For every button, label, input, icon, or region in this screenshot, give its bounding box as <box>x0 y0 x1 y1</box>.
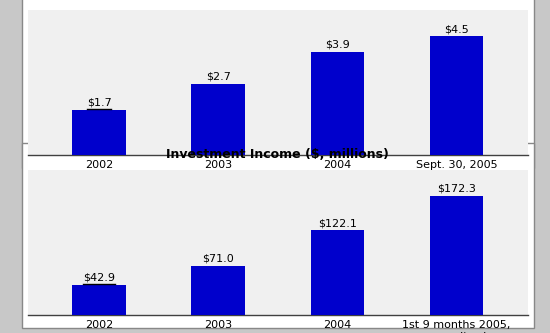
Bar <box>72 285 126 315</box>
Text: $1.7: $1.7 <box>87 98 111 108</box>
Bar <box>311 230 364 315</box>
Text: $42.9: $42.9 <box>83 273 115 283</box>
Text: Cash and Invested Assets ($, billions): Cash and Invested Assets ($, billions) <box>146 0 410 1</box>
Text: $2.7: $2.7 <box>206 72 230 82</box>
Bar <box>430 196 483 315</box>
Text: $122.1: $122.1 <box>318 218 357 228</box>
Bar <box>311 52 364 155</box>
Bar <box>191 84 245 155</box>
Bar <box>72 110 126 155</box>
Text: $4.5: $4.5 <box>444 24 469 34</box>
Bar <box>191 266 245 315</box>
Text: $71.0: $71.0 <box>202 253 234 263</box>
Text: $3.9: $3.9 <box>325 40 350 50</box>
Bar <box>430 36 483 155</box>
Text: $172.3: $172.3 <box>437 184 476 194</box>
Text: Investment Income ($, millions): Investment Income ($, millions) <box>166 148 389 161</box>
